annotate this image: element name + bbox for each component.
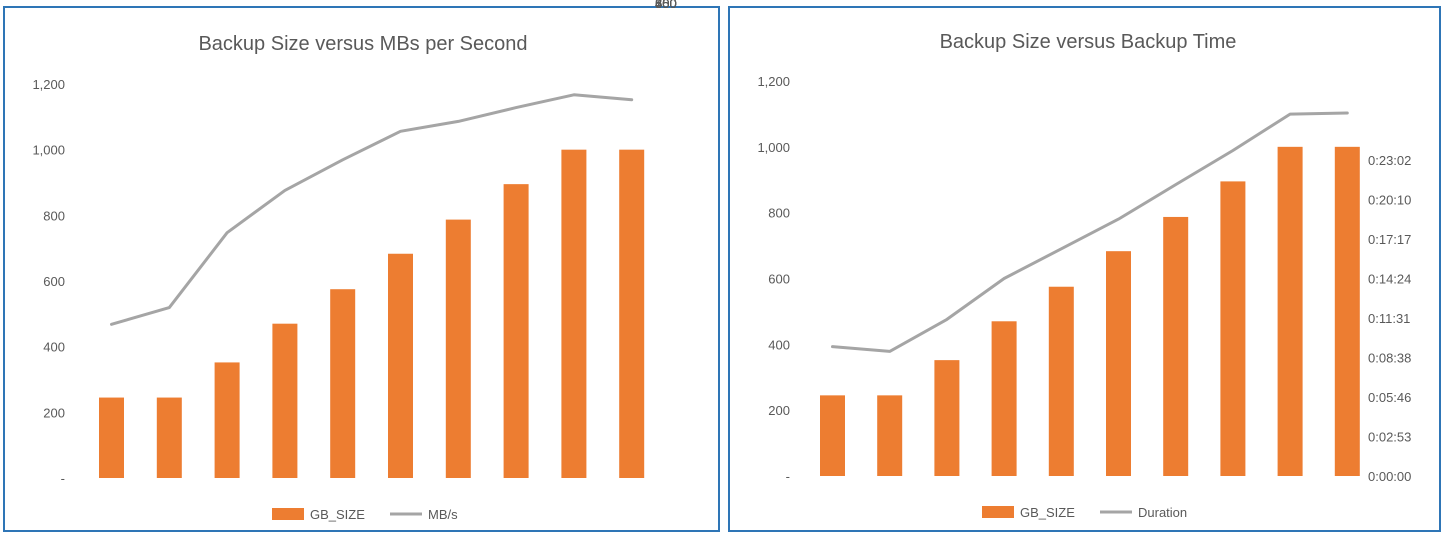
y-right-tick-label: 450	[655, 0, 677, 11]
bar	[991, 321, 1017, 476]
y-left-tick-label: 1,000	[32, 143, 65, 158]
chart-panel-left: Backup Size versus MBs per Second - 200 40…	[3, 0, 720, 532]
bar	[1163, 216, 1189, 476]
y-right-tick-label: 800	[655, 0, 677, 11]
y-left-tick-label: 800	[768, 206, 790, 221]
y-right-tick-label: 0:11:31	[1368, 311, 1410, 326]
y-right-tick-label: 0:17:17	[1368, 232, 1411, 247]
bar	[330, 289, 356, 478]
y-right-tick-label: 0:05:46	[1368, 390, 1411, 405]
y-right-tick-label: 0:02:53	[1368, 429, 1411, 444]
y-left-tick-label: 1,200	[757, 74, 790, 89]
bar	[503, 184, 529, 478]
y-right-tick-label: 650	[655, 0, 677, 11]
y-left-tick-label: 1,000	[757, 140, 790, 155]
bar	[1106, 251, 1131, 476]
y-left-tick-label: 400	[43, 340, 65, 355]
series-line-mb-s	[110, 93, 634, 326]
bar	[820, 395, 845, 476]
bar	[1048, 286, 1074, 476]
bar	[214, 362, 240, 478]
legend-label: MB/s	[428, 507, 458, 522]
chart-title: Backup Size versus Backup Time	[940, 31, 1237, 53]
chart-title: Backup Size versus MBs per Second	[198, 33, 527, 55]
bar	[1334, 146, 1360, 477]
y-left-tick-label: 400	[768, 337, 790, 352]
y-right-tick-label: 0:23:02	[1368, 153, 1411, 168]
legend-label: Duration	[1138, 505, 1187, 520]
y-left-tick-label: -	[786, 469, 790, 484]
legend-label: GB_SIZE	[310, 507, 365, 522]
legend-label: GB_SIZE	[1020, 505, 1075, 520]
bar	[561, 149, 587, 478]
series-line-duration	[831, 111, 1349, 353]
bar	[445, 219, 471, 478]
y-right-tick-label: 400	[655, 0, 677, 11]
bar	[388, 253, 413, 478]
y-right-tick-label: 500	[655, 0, 677, 11]
y-left-tick-label: 800	[43, 208, 65, 223]
chart-panel-right: Backup Size versus Backup Time - 200 400 60…	[728, 6, 1441, 532]
bar	[1277, 146, 1303, 477]
y-left-tick-label: 200	[43, 405, 65, 420]
legend-swatch-bar	[982, 506, 1014, 518]
bar	[877, 395, 903, 476]
y-right-tick-label: 0:00:00	[1368, 469, 1411, 484]
y-right-tick-label: 600	[655, 0, 677, 11]
bar	[156, 397, 182, 478]
bar	[99, 397, 124, 478]
y-right-tick-label: 0:14:24	[1368, 272, 1411, 287]
y-left-tick-label: 200	[768, 403, 790, 418]
chart-right-svg: Backup Size versus Backup Time - 200 400 60…	[757, 31, 1411, 520]
chart-left-svg: Backup Size versus MBs per Second - 200 40…	[32, 0, 676, 522]
y-left-tick-label: 1,200	[32, 77, 65, 92]
y-right-tick-label: 550	[655, 0, 677, 11]
y-right-tick-label: 750	[655, 0, 677, 11]
bar	[272, 323, 298, 478]
bar	[1220, 181, 1246, 477]
bar	[619, 149, 645, 478]
bar	[934, 360, 960, 476]
legend-swatch-bar	[272, 508, 304, 520]
y-right-tick-label: 700	[655, 0, 677, 11]
y-right-tick-label: 0:20:10	[1368, 192, 1411, 207]
y-left-tick-label: 600	[43, 274, 65, 289]
y-left-tick-label: -	[61, 471, 65, 486]
y-left-tick-label: 600	[768, 272, 790, 287]
y-right-tick-label: 0:08:38	[1368, 351, 1411, 366]
